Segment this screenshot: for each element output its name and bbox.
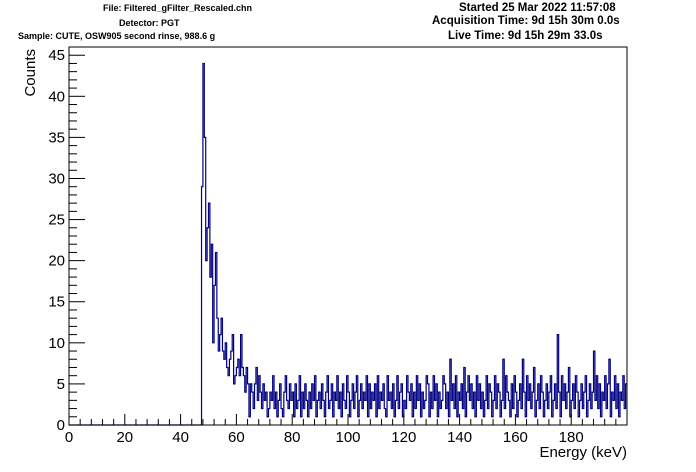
- x-tick-label: 120: [391, 429, 416, 446]
- y-tick-label: 10: [48, 335, 65, 352]
- acquisition-time-label: Acquisition Time: 9d 15h 30m 0.0s: [432, 15, 620, 27]
- x-tick-label: 40: [172, 429, 189, 446]
- x-axis-title: Energy (keV): [539, 444, 627, 461]
- live-time-label: Live Time: 9d 15h 29m 33.0s: [448, 30, 603, 42]
- y-axis-title: Counts: [22, 49, 39, 97]
- y-tick-label: 0: [57, 417, 65, 434]
- x-tick-label: 80: [284, 429, 301, 446]
- spectrum-series-line: [69, 62, 627, 426]
- x-tick-label: 180: [559, 429, 584, 446]
- file-label: File: Filtered_gFilter_Rescaled.chn: [103, 3, 253, 13]
- y-tick-label: 45: [48, 47, 65, 64]
- sample-label: Sample: CUTE, OSW905 second rinse, 988.6…: [18, 31, 216, 41]
- x-axis: 0 20 40 60 80 100 120 140 160 180: [65, 414, 628, 446]
- plot-frame: [68, 46, 628, 426]
- y-tick-label: 35: [48, 129, 65, 146]
- y-tick-label: 25: [48, 212, 65, 229]
- x-tick-label: 60: [228, 429, 245, 446]
- started-label: Started 25 Mar 2022 11:57:08: [459, 2, 616, 14]
- y-tick-label: 30: [48, 170, 65, 187]
- y-axis: 0 5 10 15 20 25 30 35 40 45: [48, 46, 85, 434]
- x-tick-label: 0: [65, 429, 73, 446]
- detector-label: Detector: PGT: [119, 18, 180, 28]
- y-tick-label: 20: [48, 253, 65, 270]
- x-tick-label: 140: [447, 429, 472, 446]
- y-tick-label: 5: [57, 376, 65, 393]
- x-tick-label: 160: [503, 429, 528, 446]
- x-tick-label: 100: [335, 429, 360, 446]
- y-tick-label: 40: [48, 88, 65, 105]
- y-tick-label: 15: [48, 294, 65, 311]
- x-tick-label: 20: [116, 429, 133, 446]
